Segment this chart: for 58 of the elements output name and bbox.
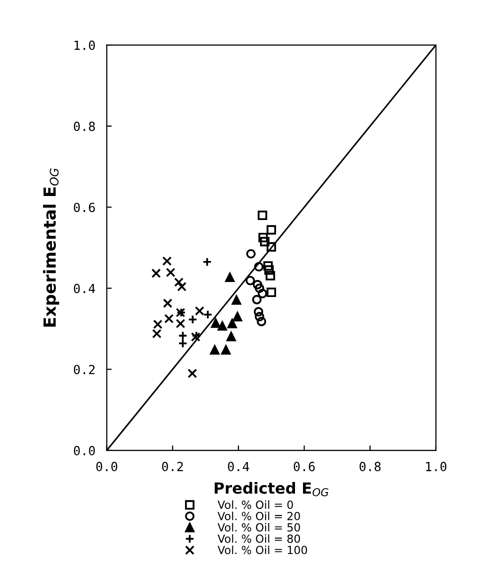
point (188, 368, 198, 378)
point (221, 345, 231, 355)
point (258, 210, 268, 220)
point (254, 307, 264, 316)
point (246, 249, 256, 259)
point (260, 236, 270, 246)
x-tick-label: 1.0 (426, 462, 446, 472)
point (210, 318, 220, 328)
point (218, 321, 228, 331)
x-tick-label: 0.6 (294, 462, 315, 472)
point (256, 316, 266, 326)
y-tick-label: 0.8 (74, 122, 95, 132)
point (153, 320, 163, 330)
point (254, 312, 264, 322)
point (232, 295, 242, 305)
point (264, 265, 274, 275)
point (258, 288, 268, 298)
x-tick-label: 0.2 (162, 462, 183, 472)
point (254, 284, 264, 293)
y-tick-label: 1.0 (74, 40, 95, 50)
y-tick-label: 0.2 (74, 364, 95, 374)
point (232, 312, 242, 322)
y-axis-title: Experimental E$_{OG}$ (43, 168, 60, 327)
point (162, 298, 172, 308)
point (227, 318, 237, 328)
x-tick-label: 0.0 (96, 462, 118, 472)
point (254, 262, 264, 272)
point (252, 294, 262, 304)
point (266, 242, 276, 252)
point (225, 272, 235, 282)
point (226, 332, 236, 342)
legend-label: Vol. % Oil = 100 (218, 546, 308, 554)
point (266, 225, 276, 235)
legend-label: Vol. % Oil = 50 (218, 522, 300, 532)
point (266, 288, 276, 298)
point (266, 270, 276, 280)
point (162, 256, 172, 266)
point (166, 268, 176, 278)
x-tick-label: 0.8 (360, 462, 381, 472)
legend-label: Vol. % Oil = 0 (218, 500, 293, 509)
y-tick-label: 0.4 (74, 284, 96, 294)
point (177, 282, 187, 292)
point (258, 232, 268, 242)
point (210, 345, 220, 355)
point (252, 280, 262, 290)
point (246, 276, 255, 286)
y-tick-label: 0.0 (74, 446, 95, 456)
legend-label: Vol. % Oil = 80 (218, 534, 300, 543)
x-axis-title: Predicted E$_{OG}$ (214, 482, 328, 496)
point (152, 328, 162, 338)
y-tick-label: 0.6 (74, 202, 95, 212)
x-tick-label: 0.4 (228, 462, 250, 472)
legend-label: Vol. % Oil = 20 (218, 512, 300, 520)
point (151, 268, 161, 278)
point (164, 314, 174, 324)
point (174, 277, 184, 287)
point (176, 318, 186, 328)
point (263, 261, 273, 271)
